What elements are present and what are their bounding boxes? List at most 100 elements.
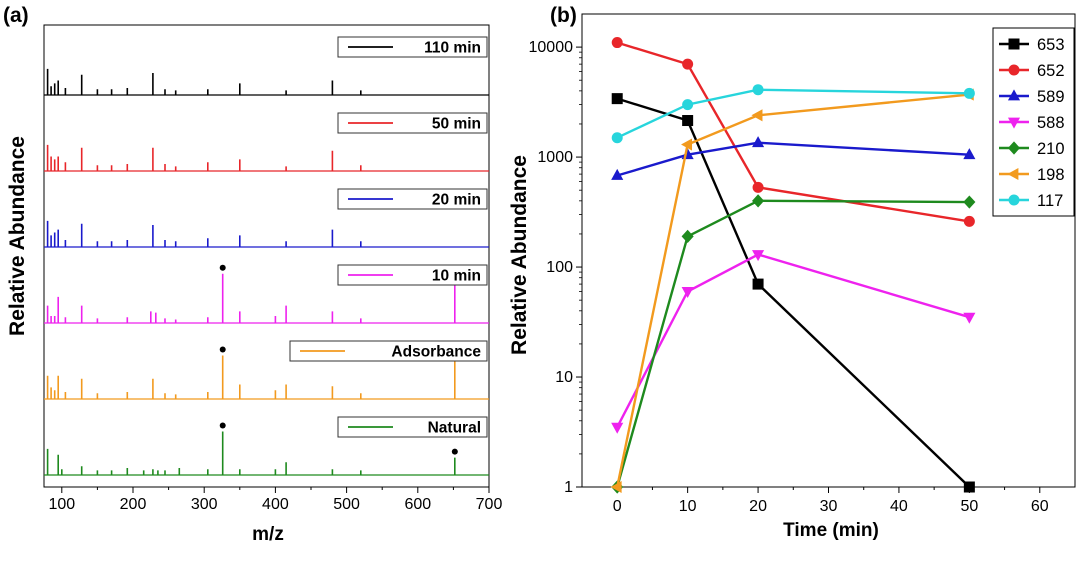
spectrum-2: 20 min <box>44 188 489 248</box>
marker-circle <box>752 181 764 193</box>
legend-entry: 588 <box>999 114 1065 132</box>
marker-tri-down <box>752 250 765 262</box>
marker-tri-left <box>1007 167 1019 181</box>
x-tick-label: 50 <box>960 498 978 515</box>
marker-triangle <box>611 168 624 180</box>
marker-circle <box>682 99 694 111</box>
legend-entry: 198 <box>999 166 1065 184</box>
marker-circle <box>1008 64 1020 76</box>
spectrum-0: 110 min <box>44 36 489 96</box>
panel-a-spectra: (a) 110 min 50 min 20 min 10 min Adsorbance N… <box>3 4 502 545</box>
spectrum-peaks <box>46 220 362 247</box>
peak-marker-dot <box>219 346 226 353</box>
panel-b-axes: 0 10 20 30 40 50 60 1 10 100 1000 10000 <box>529 39 1049 515</box>
y-tick-label: 10000 <box>529 39 574 56</box>
x-tick-label: 600 <box>404 496 431 513</box>
legend-entry: 210 <box>999 140 1065 158</box>
marker-tri-left <box>681 138 693 151</box>
series-label-text: Natural <box>428 420 481 437</box>
x-tick-label: 10 <box>679 498 697 515</box>
series-line <box>616 199 970 488</box>
marker-tri-down <box>1007 117 1021 129</box>
series-line <box>616 93 970 488</box>
spectrum-peaks <box>46 431 456 475</box>
marker-tri-left <box>610 480 622 494</box>
spectrum-peaks <box>46 355 456 399</box>
spectrum-peaks <box>46 273 456 323</box>
legend-label: 652 <box>1037 62 1065 80</box>
marker-diamond <box>963 195 976 209</box>
marker-circle <box>1008 194 1020 206</box>
series-line <box>616 88 970 139</box>
marker-circle <box>611 37 623 49</box>
series-210 <box>611 194 976 494</box>
series-label-text: 20 min <box>432 192 481 209</box>
panel-b-series <box>610 37 976 494</box>
x-tick-label: 0 <box>613 498 622 515</box>
marker-square <box>611 93 623 105</box>
marker-diamond <box>1007 141 1021 155</box>
x-tick-label: 100 <box>48 496 75 513</box>
marker-triangle <box>1007 89 1021 101</box>
x-tick-label: 700 <box>476 496 503 513</box>
y-tick-label: 100 <box>546 259 573 276</box>
marker-tri-left <box>751 109 763 122</box>
marker-square <box>963 481 975 493</box>
panel-a-y-axis-label: Relative Abundance <box>6 136 29 336</box>
spectrum-peaks <box>46 68 362 95</box>
marker-square <box>752 278 764 290</box>
legend-label: 198 <box>1037 166 1065 184</box>
peak-marker-dot <box>451 448 458 455</box>
series-653 <box>611 93 975 493</box>
series-label-box <box>289 340 488 362</box>
spectrum-5: Natural <box>44 416 489 476</box>
series-117 <box>611 84 975 144</box>
panel-a-x-axis-label: m/z <box>252 524 284 545</box>
legend-entry: 117 <box>999 192 1063 210</box>
series-label-text: Adsorbance <box>391 344 481 361</box>
legend-entry: 589 <box>999 88 1065 106</box>
series-label-box <box>337 112 488 134</box>
series-line <box>616 97 971 488</box>
series-198 <box>610 88 974 494</box>
legend-label: 589 <box>1037 88 1065 106</box>
legend: 653 652 589 588 210 198 117 <box>992 27 1075 217</box>
x-tick-label: 30 <box>820 498 838 515</box>
spectra-traces: 110 min 50 min 20 min 10 min Adsorbance Natur… <box>44 36 489 476</box>
marker-tri-down <box>681 287 694 299</box>
legend-label: 588 <box>1037 114 1065 132</box>
marker-tri-down <box>963 312 976 324</box>
legend-entry: 652 <box>999 62 1065 80</box>
series-label-box <box>337 264 488 286</box>
series-588 <box>611 250 976 434</box>
peak-marker-dot <box>219 422 226 429</box>
marker-circle <box>611 132 623 144</box>
x-tick-label: 300 <box>191 496 218 513</box>
series-label-box <box>337 188 488 210</box>
series-label-box <box>337 416 488 438</box>
y-tick-label: 1 <box>564 479 573 496</box>
series-label-box <box>337 36 488 58</box>
panel-b-time-course: (b) 0 10 20 30 40 50 60 1 10 100 1000 10000 653 652 5… <box>508 4 1076 541</box>
x-tick-label: 500 <box>333 496 360 513</box>
series-652 <box>611 37 975 227</box>
marker-circle <box>752 84 764 96</box>
legend-label: 653 <box>1037 36 1065 54</box>
marker-diamond <box>681 229 694 243</box>
panel-a-label: (a) <box>3 4 29 27</box>
spectrum-peaks <box>46 144 362 171</box>
panel-b-y-axis-label: Relative Abundance <box>508 155 531 355</box>
y-tick-label: 1000 <box>537 149 573 166</box>
x-tick-label: 40 <box>890 498 908 515</box>
legend-entry: 653 <box>999 36 1065 54</box>
marker-triangle <box>963 148 976 160</box>
marker-triangle <box>752 136 765 148</box>
spectrum-3: 10 min <box>44 264 489 324</box>
x-tick-label: 200 <box>120 496 147 513</box>
series-line <box>616 41 970 223</box>
marker-square <box>1008 38 1020 50</box>
series-589 <box>611 136 976 180</box>
y-tick-label: 10 <box>555 369 573 386</box>
marker-circle <box>963 215 975 227</box>
